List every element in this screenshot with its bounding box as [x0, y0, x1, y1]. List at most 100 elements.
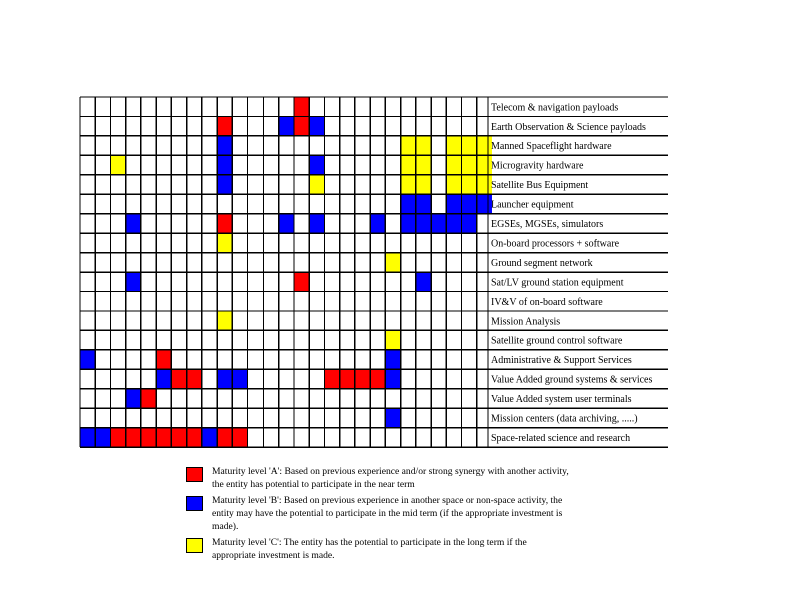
- row-label: Mission centers (data archiving, .....): [491, 414, 638, 425]
- matrix-cell-6-21: [415, 213, 432, 234]
- matrix-cell-2-9: [217, 135, 233, 156]
- row-label: Microgravity hardware: [491, 161, 584, 172]
- matrix-cell-3-2: [110, 155, 126, 175]
- matrix-cell-1-14: [309, 116, 325, 136]
- matrix-cell-6-14: [309, 213, 325, 234]
- matrix-cell-2-20: [400, 135, 416, 156]
- matrix-cell-7-9: [217, 233, 233, 253]
- matrix-cell-6-22: [431, 213, 447, 234]
- matrix-cell-6-12: [278, 213, 294, 234]
- row-label: Satellite ground control software: [491, 336, 623, 347]
- matrix-cell-5-25: [476, 194, 492, 214]
- matrix-cell-3-14: [309, 155, 325, 175]
- matrix-cell-2-24: [461, 135, 477, 156]
- matrix-cell-4-25: [476, 174, 492, 195]
- matrix-cell-15-3: [125, 388, 141, 409]
- maturity-matrix: Telecom & navigation payloads Earth Obser…: [79, 96, 668, 448]
- matrix-cell-4-21: [415, 174, 432, 195]
- matrix-cell-14-18: [370, 369, 386, 389]
- row-label: Manned Spaceflight hardware: [491, 141, 612, 152]
- matrix-cell-2-21: [415, 135, 432, 156]
- matrix-cell-17-4: [140, 427, 157, 448]
- matrix-cell-5-24: [461, 194, 477, 214]
- matrix-cell-2-23: [446, 135, 462, 156]
- row-label: Mission Analysis: [491, 316, 560, 327]
- matrix-cell-17-0: [80, 427, 96, 448]
- matrix-cell-6-20: [400, 213, 416, 234]
- row-label: Value Added ground systems & services: [491, 375, 652, 386]
- row-label: IV&V of on-board software: [491, 297, 603, 308]
- matrix-cell-13-0: [80, 349, 96, 370]
- legend-text-c: Maturity level 'C': The entity has the p…: [212, 537, 527, 561]
- matrix-cell-3-24: [461, 155, 477, 175]
- matrix-cell-3-25: [476, 155, 492, 175]
- matrix-cell-4-24: [461, 174, 477, 195]
- row-label: EGSEs, MGSEs, simulators: [491, 219, 603, 230]
- matrix-cell-6-9: [217, 213, 233, 234]
- row-label: Value Added system user terminals: [491, 394, 632, 405]
- matrix-cell-0-13: [293, 97, 310, 117]
- row-label: Telecom & navigation payloads: [491, 102, 618, 113]
- matrix-cell-1-13: [293, 116, 310, 136]
- row-label: On-board processors + software: [491, 238, 620, 249]
- row-label: Ground segment network: [491, 258, 593, 269]
- legend-text-a: Maturity level 'A': Based on previous ex…: [212, 466, 569, 490]
- matrix-cell-5-21: [415, 194, 432, 214]
- row-label: Launcher equipment: [491, 200, 574, 211]
- matrix-cell-14-16: [339, 369, 355, 389]
- matrix-cell-14-6: [171, 369, 187, 389]
- matrix-cell-14-15: [324, 369, 340, 389]
- row-label: Sat/LV ground station equipment: [491, 277, 624, 288]
- row-label: Satellite Bus Equipment: [491, 180, 588, 191]
- matrix-cell-14-9: [217, 369, 233, 389]
- legend-swatch-c: [186, 538, 203, 553]
- matrix-cell-5-23: [446, 194, 462, 214]
- matrix-cell-9-13: [293, 272, 310, 292]
- row-label: Administrative & Support Services: [491, 355, 632, 366]
- matrix-cell-6-24: [461, 213, 477, 234]
- matrix-cell-3-21: [415, 155, 432, 175]
- matrix-cell-6-3: [125, 213, 141, 234]
- matrix-cell-15-4: [140, 388, 157, 409]
- matrix-cell-17-2: [110, 427, 126, 448]
- matrix-cell-17-3: [125, 427, 141, 448]
- matrix-cell-8-19: [385, 252, 401, 273]
- matrix-cell-17-7: [186, 427, 202, 448]
- matrix-cell-3-23: [446, 155, 462, 175]
- matrix-cell-13-19: [385, 349, 401, 370]
- matrix-cell-6-18: [370, 213, 386, 234]
- matrix-cell-9-3: [125, 272, 141, 292]
- matrix-cell-17-1: [95, 427, 111, 448]
- matrix-cell-4-23: [446, 174, 462, 195]
- matrix-cell-14-7: [186, 369, 202, 389]
- matrix-cell-13-5: [156, 349, 172, 370]
- row-label: Space-related science and research: [491, 433, 630, 444]
- matrix-cell-17-9: [217, 427, 233, 448]
- matrix-cell-17-10: [232, 427, 248, 448]
- legend-text-b: Maturity level 'B': Based on previous ex…: [212, 495, 563, 532]
- matrix-cell-16-19: [385, 408, 401, 428]
- matrix-cell-4-20: [400, 174, 416, 195]
- matrix-cell-17-6: [171, 427, 187, 448]
- matrix-cell-2-25: [476, 135, 492, 156]
- legend-swatch-a: [186, 467, 203, 482]
- matrix-cell-14-17: [354, 369, 371, 389]
- matrix-cell-14-10: [232, 369, 248, 389]
- matrix-cell-4-9: [217, 174, 233, 195]
- matrix-cell-5-20: [400, 194, 416, 214]
- matrix-cell-9-21: [415, 272, 432, 292]
- legend-swatch-b: [186, 496, 203, 511]
- matrix-cell-4-14: [309, 174, 325, 195]
- matrix-cell-3-9: [217, 155, 233, 175]
- matrix-cell-6-23: [446, 213, 462, 234]
- matrix-cell-12-19: [385, 330, 401, 350]
- matrix-cell-17-8: [201, 427, 218, 448]
- matrix-cell-17-5: [156, 427, 172, 448]
- matrix-cell-11-9: [217, 310, 233, 331]
- matrix-cell-1-12: [278, 116, 294, 136]
- matrix-cell-14-19: [385, 369, 401, 389]
- matrix-cell-14-5: [156, 369, 172, 389]
- matrix-cell-3-20: [400, 155, 416, 175]
- row-label: Earth Observation & Science payloads: [491, 122, 646, 133]
- matrix-cell-1-9: [217, 116, 233, 136]
